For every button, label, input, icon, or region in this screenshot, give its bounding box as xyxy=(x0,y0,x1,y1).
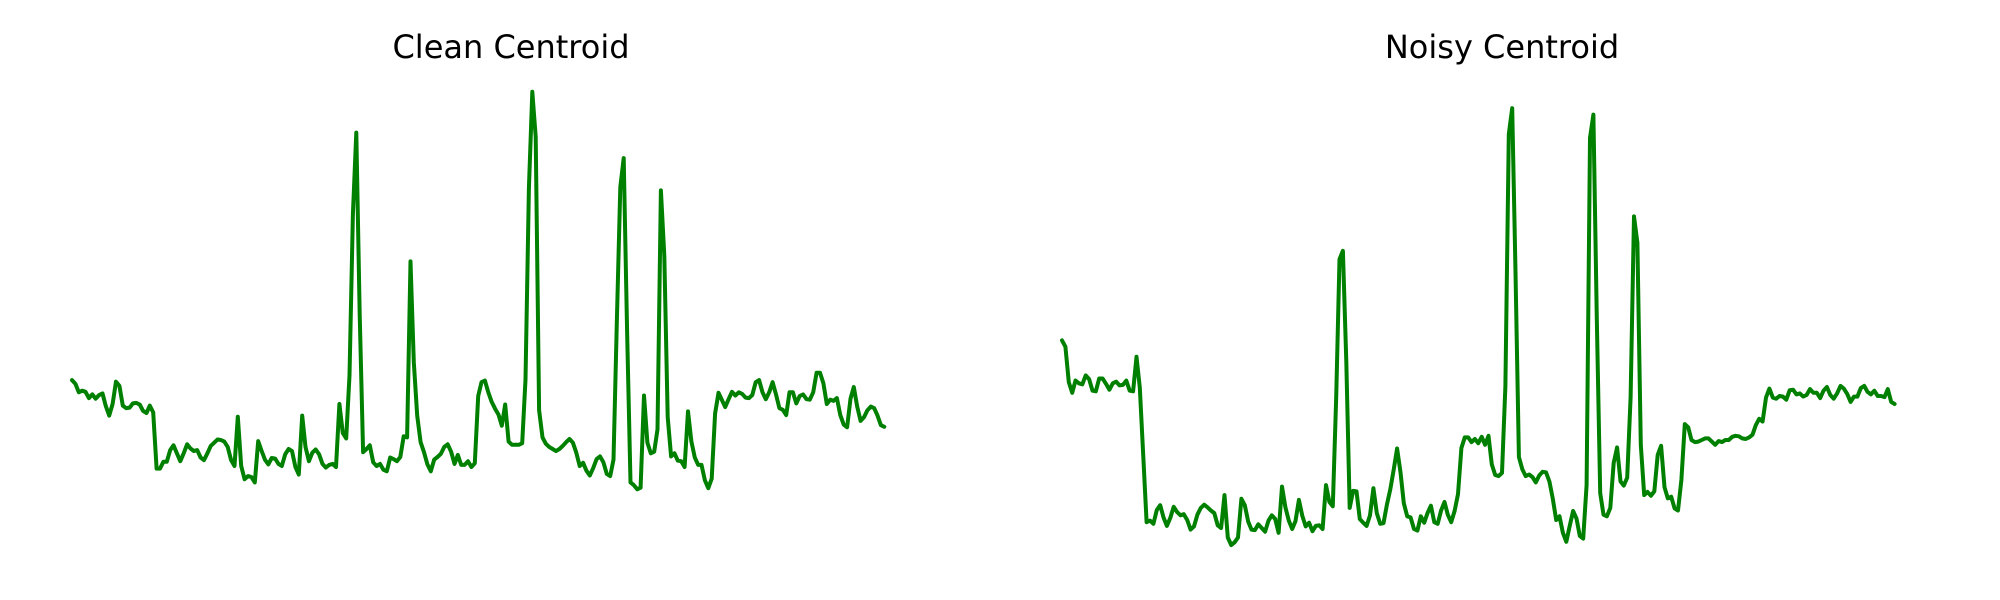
clean-centroid-chart: Clean Centroid xyxy=(70,28,887,492)
noisy-centroid-chart: Noisy Centroid xyxy=(1060,28,1897,547)
clean-centroid-line xyxy=(70,89,887,492)
chart-title: Clean Centroid xyxy=(392,28,629,66)
noisy-centroid-line xyxy=(1060,106,1897,547)
chart-title: Noisy Centroid xyxy=(1385,28,1619,66)
